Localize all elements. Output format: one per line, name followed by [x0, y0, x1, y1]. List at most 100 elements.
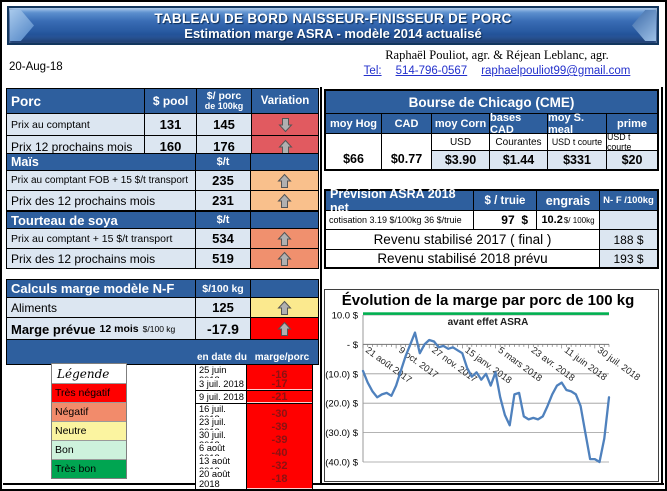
margin-chart: Évolution de la marge par porc de 100 kg…	[324, 289, 659, 482]
mais-12m-label: Prix des 12 prochains mois	[7, 191, 195, 210]
porc-12m-per100: 176	[197, 136, 251, 157]
soya-table: Tourteau de soya $/t Prix au comptant + …	[6, 211, 319, 269]
porc-spot-per100: 145	[197, 114, 251, 135]
history-col-marge: marge/porc	[254, 352, 310, 363]
porc-col-variation: Variation	[252, 89, 318, 113]
mais-12m-variation-cell	[251, 191, 318, 210]
porc-table: Porc $ pool $/ porc de 100kg Variation Pr…	[6, 88, 319, 158]
cme-col-header: moy S. meal	[548, 112, 606, 136]
right-inner-border	[661, 87, 663, 483]
porc-col-per100: $/ porc de 100kg	[197, 89, 251, 113]
history-row: 23 juil. 2018-39	[195, 417, 315, 438]
mais-12m-value: 231	[196, 191, 250, 210]
soya-spot-value: 534	[196, 229, 250, 248]
legend-item: Très bon	[52, 459, 126, 478]
porc-12m-label: Prix 12 prochains mois	[7, 136, 144, 157]
calculs-variation-header	[251, 280, 318, 297]
history-row: 13 août 2018-32	[195, 456, 315, 477]
cme-sub-header: Courantes	[490, 134, 547, 150]
cme-col-header: prime	[607, 114, 657, 133]
asra-nf-empty	[600, 211, 657, 229]
soya-12m-label: Prix des 12 prochains mois	[7, 249, 195, 268]
cme-value: $1.44	[490, 151, 547, 169]
vertical-divider	[320, 87, 322, 484]
cme-col-header: CAD	[382, 114, 431, 133]
calculs-section-title: Calculs marge modèle N-F	[7, 280, 195, 297]
history-table: 25 juin 2018-163 juil. 2018-179 juil. 20…	[195, 365, 315, 489]
history-row: 25 juin 2018-16	[195, 365, 315, 386]
legend-item: Très négatif	[52, 383, 126, 402]
up-arrow-icon	[277, 321, 292, 336]
aliments-value: 125	[196, 298, 250, 317]
history-row: 3 juil. 2018 -17	[195, 378, 315, 391]
cme-value: $0.77	[382, 134, 431, 169]
porc-spot-label: Prix au comptant	[7, 114, 144, 135]
asra-table: Prévision ASRA 2018 net $ / truie engrai…	[324, 187, 659, 269]
asra-engrais-value: 10.2 $/ 100kg	[537, 211, 599, 229]
title-banner: TABLEAU DE BORD NAISSEUR-FINISSEUR DE PO…	[7, 6, 659, 45]
history-date: 9 juil. 2018	[195, 391, 247, 404]
soya-spot-variation-cell	[251, 229, 318, 248]
history-row: 6 août 2018-40	[195, 443, 315, 464]
marge-variation-cell	[251, 318, 318, 340]
mais-variation-header	[251, 154, 318, 170]
cme-table: Bourse de Chicago (CME) moy Hog $66 CAD $0.…	[324, 89, 659, 171]
svg-text:(10.0) $: (10.0) $	[325, 369, 358, 380]
history-date: 20 août 2018	[195, 469, 247, 489]
up-arrow-icon	[277, 251, 292, 266]
asra-col-engrais: engrais	[537, 191, 599, 210]
history-row: 9 juil. 2018 -21	[195, 391, 315, 404]
asra-col-nf: N- F /100kg	[600, 191, 657, 210]
history-row: 30 juil. 2018-39	[195, 430, 315, 451]
asra-truie-value: 97 $	[474, 211, 536, 229]
mais-spot-value: 235	[196, 171, 250, 190]
svg-text:- $: - $	[347, 340, 359, 351]
svg-text:10.0 $: 10.0 $	[332, 311, 359, 322]
aliments-label: Aliments	[7, 298, 195, 317]
asra-title: Prévision ASRA 2018 net	[326, 187, 473, 215]
calculs-unit: $/100 kg	[196, 280, 250, 297]
cme-sub-header: USD t courte	[607, 132, 657, 152]
chart-title: Évolution de la marge par porc de 100 kg	[342, 292, 635, 309]
svg-text:(20.0) $: (20.0) $	[325, 399, 358, 410]
down-arrow-icon	[277, 117, 293, 132]
legend-title: Légende	[57, 366, 110, 381]
legend-item: Bon	[52, 440, 126, 459]
history-marge-value: -21	[247, 391, 313, 404]
cme-col-header: moy Hog	[326, 114, 381, 133]
history-marge-value: -18	[247, 469, 313, 489]
soya-12m-variation-cell	[251, 249, 318, 268]
chart-subtitle: avant effet ASRA	[448, 317, 529, 328]
aliments-variation-cell	[251, 298, 318, 317]
mais-spot-variation-cell	[251, 171, 318, 190]
porc-spot-variation-cell	[252, 114, 318, 135]
history-col-date: en date du	[196, 352, 247, 363]
up-arrow-icon	[277, 231, 292, 246]
page-title-line1: TABLEAU DE BORD NAISSEUR-FINISSEUR DE PO…	[154, 11, 512, 26]
marge-value: -17.9	[196, 318, 250, 340]
up-arrow-icon	[277, 173, 292, 188]
soya-12m-value: 519	[196, 249, 250, 268]
phone-link[interactable]: 514-796-0567	[395, 65, 468, 77]
legend-item: Neutre	[52, 421, 126, 440]
cme-value: $331	[548, 151, 606, 169]
tel-label[interactable]: Tel:	[363, 65, 382, 77]
porc-spot-pool: 131	[145, 114, 196, 135]
cme-sub-header: USD t courte	[548, 134, 606, 150]
asra-cotisation: cotisation 3.19 $/100kg 36 $/truie	[326, 211, 473, 229]
porc-section-title: Porc	[7, 89, 144, 113]
page-title-line2: Estimation marge ASRA - modèle 2014 actu…	[184, 26, 482, 41]
soya-spot-label: Prix au comptant + 15 $/t transport	[7, 229, 195, 248]
up-arrow-icon	[277, 193, 292, 208]
authors-line: Raphaël Pouliot, agr. & Réjean Leblanc, …	[385, 48, 609, 62]
porc-col-pool: $ pool	[145, 89, 196, 113]
history-row: 16 juil. 2018-30	[195, 404, 315, 425]
asra-rev2017-label: Revenu stabilisé 2017 ( final )	[326, 230, 599, 249]
porc-12m-pool: 160	[145, 136, 196, 157]
soya-unit: $/t	[196, 212, 250, 228]
report-date: 20-Aug-18	[9, 61, 63, 73]
email-link[interactable]: raphaelpouliot99@gmail.com	[481, 65, 631, 77]
cme-value: $3.90	[432, 151, 489, 169]
soya-section-title: Tourteau de soya	[7, 212, 195, 228]
cme-col-header: bases CAD	[490, 112, 547, 136]
